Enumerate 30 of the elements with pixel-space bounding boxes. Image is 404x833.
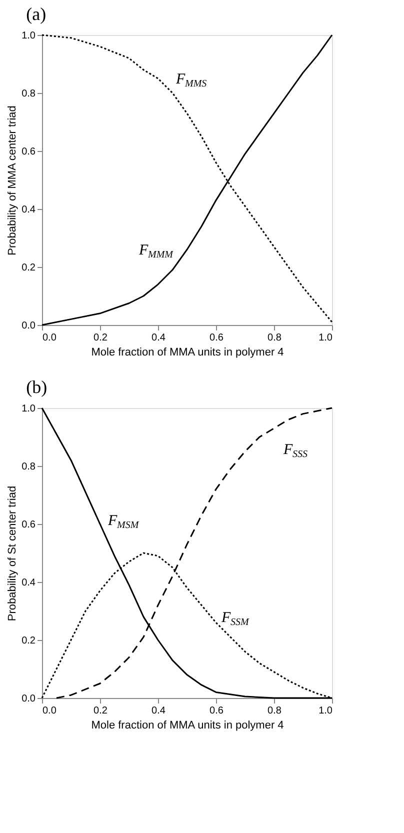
x-axis-title: Mole fraction of MMA units in polymer 4 — [91, 346, 284, 358]
y-axis-title: Probability of MMA center triad — [6, 106, 19, 256]
y-tick-label: 0.4 — [22, 204, 36, 216]
y-tick-label: 1.0 — [22, 30, 36, 42]
x-tick-label: 0.2 — [94, 706, 108, 716]
y-tick-label: 0.0 — [22, 320, 36, 332]
y-axis-title: Probability of St center triad — [6, 486, 19, 622]
x-tick-label: 0.6 — [210, 332, 224, 344]
x-tick-label: 0.4 — [152, 332, 166, 344]
y-tick-label: 0.0 — [22, 694, 36, 704]
x-tick-label: 1.0 — [318, 706, 333, 716]
x-axis-title: Mole fraction of MMA units in polymer 4 — [91, 720, 284, 732]
x-tick-label: 1.0 — [318, 332, 333, 344]
x-tick-label: 0.0 — [42, 332, 57, 344]
x-tick-label: 0.8 — [268, 332, 282, 344]
y-tick-label: 0.2 — [22, 262, 36, 274]
x-tick-label: 0.8 — [268, 706, 282, 716]
chart-title: (a) — [26, 4, 46, 24]
y-tick-label: 1.0 — [22, 404, 36, 414]
x-tick-label: 0.0 — [42, 706, 57, 716]
y-tick-label: 0.8 — [22, 462, 36, 472]
y-tick-label: 0.6 — [22, 520, 36, 530]
x-tick-label: 0.4 — [152, 706, 166, 716]
y-tick-label: 0.2 — [22, 636, 36, 646]
x-tick-label: 0.2 — [94, 332, 108, 344]
chart-title: (b) — [26, 377, 48, 397]
x-tick-label: 0.6 — [210, 706, 224, 716]
y-tick-label: 0.4 — [22, 578, 36, 588]
y-tick-label: 0.8 — [22, 88, 36, 100]
y-tick-label: 0.6 — [22, 146, 36, 158]
